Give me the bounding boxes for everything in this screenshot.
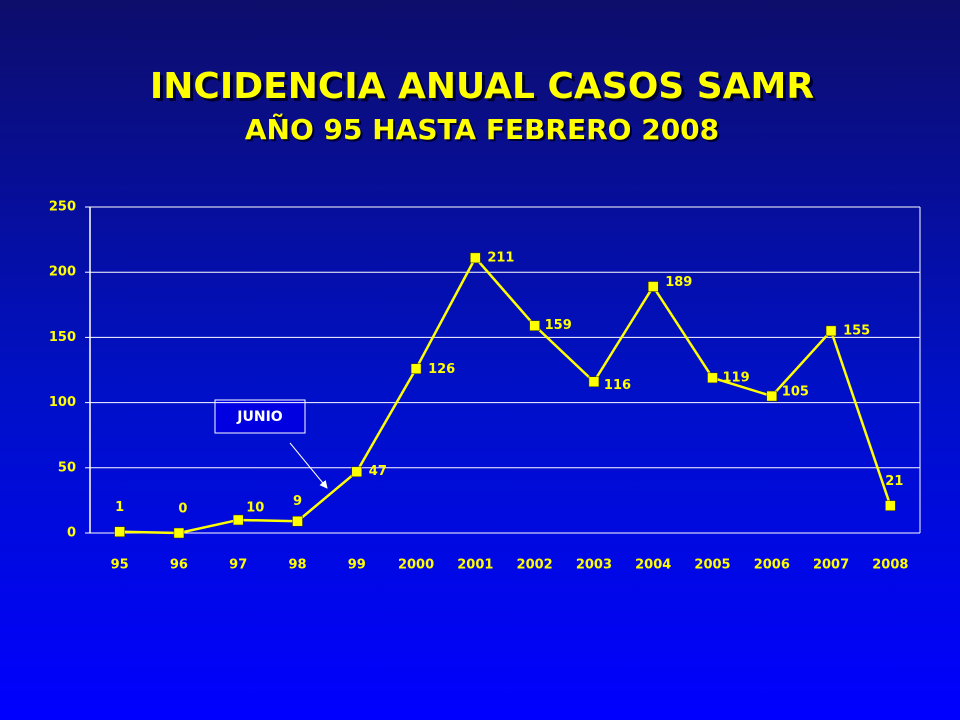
- subtitle-shadow: AÑO 95 HASTA FEBRERO 2008: [247, 114, 721, 148]
- y-tick-label: 150: [49, 330, 76, 345]
- point-marker: [173, 527, 185, 539]
- x-tick-label: 2000: [398, 558, 434, 573]
- y-tick-label: 200: [49, 265, 76, 280]
- x-tick-label: 2006: [754, 558, 790, 573]
- data-label: 105: [782, 385, 809, 400]
- point-marker: [351, 466, 363, 477]
- data-label: 211: [487, 250, 514, 265]
- data-label: 159: [545, 318, 572, 333]
- point-marker: [232, 514, 244, 526]
- x-tick-label: 2005: [694, 558, 730, 573]
- data-label: 1: [115, 500, 124, 515]
- x-tick-label: 99: [348, 558, 366, 573]
- point-marker: [410, 363, 422, 374]
- point-marker: [707, 372, 718, 384]
- data-label: 21: [885, 474, 903, 489]
- data-label: 155: [843, 323, 870, 338]
- x-tick-label: 95: [111, 558, 129, 573]
- x-tick-label: 2008: [872, 558, 908, 573]
- point-marker: [647, 281, 659, 292]
- data-label: 47: [369, 464, 387, 479]
- title-shadow: INCIDENCIA ANUAL CASOS SAMR: [153, 69, 817, 110]
- data-label: 126: [428, 362, 455, 377]
- x-tick-label: 2001: [457, 558, 493, 573]
- y-tick-label: 100: [49, 395, 76, 410]
- chart-title: INCIDENCIA ANUAL CASOS SAMR: [150, 66, 814, 107]
- point-marker: [470, 252, 481, 264]
- data-label: 10: [246, 500, 264, 515]
- chart-subtitle: AÑO 95 HASTA FEBRERO 2008: [245, 112, 719, 146]
- point-marker: [885, 500, 896, 511]
- point-marker: [292, 516, 303, 527]
- x-tick-label: 98: [288, 558, 306, 573]
- y-tick-label: 250: [49, 200, 76, 215]
- x-tick-label: 2002: [517, 558, 553, 573]
- annotation-arrow: [289, 442, 328, 489]
- point-marker: [529, 320, 540, 331]
- data-label: 116: [604, 378, 631, 393]
- x-tick-label: 2007: [813, 558, 849, 573]
- y-tick-label: 50: [58, 460, 76, 475]
- point-marker: [114, 526, 125, 537]
- x-tick-label: 96: [170, 558, 188, 573]
- series-line: [119, 255, 892, 535]
- point-marker: [825, 325, 837, 337]
- annotation: JUNIO: [236, 409, 283, 425]
- x-tick-label: 97: [229, 558, 247, 573]
- x-tick-label: 2004: [635, 558, 671, 573]
- y-tick-label: 0: [67, 526, 76, 541]
- data-label: 119: [723, 370, 750, 385]
- x-tick-label: 2003: [576, 558, 612, 573]
- point-marker: [766, 390, 778, 402]
- data-label: 189: [665, 275, 692, 290]
- point-marker: [588, 376, 600, 387]
- annotation-box: [214, 399, 306, 434]
- data-label: 0: [178, 502, 187, 517]
- data-label: 9: [293, 494, 302, 509]
